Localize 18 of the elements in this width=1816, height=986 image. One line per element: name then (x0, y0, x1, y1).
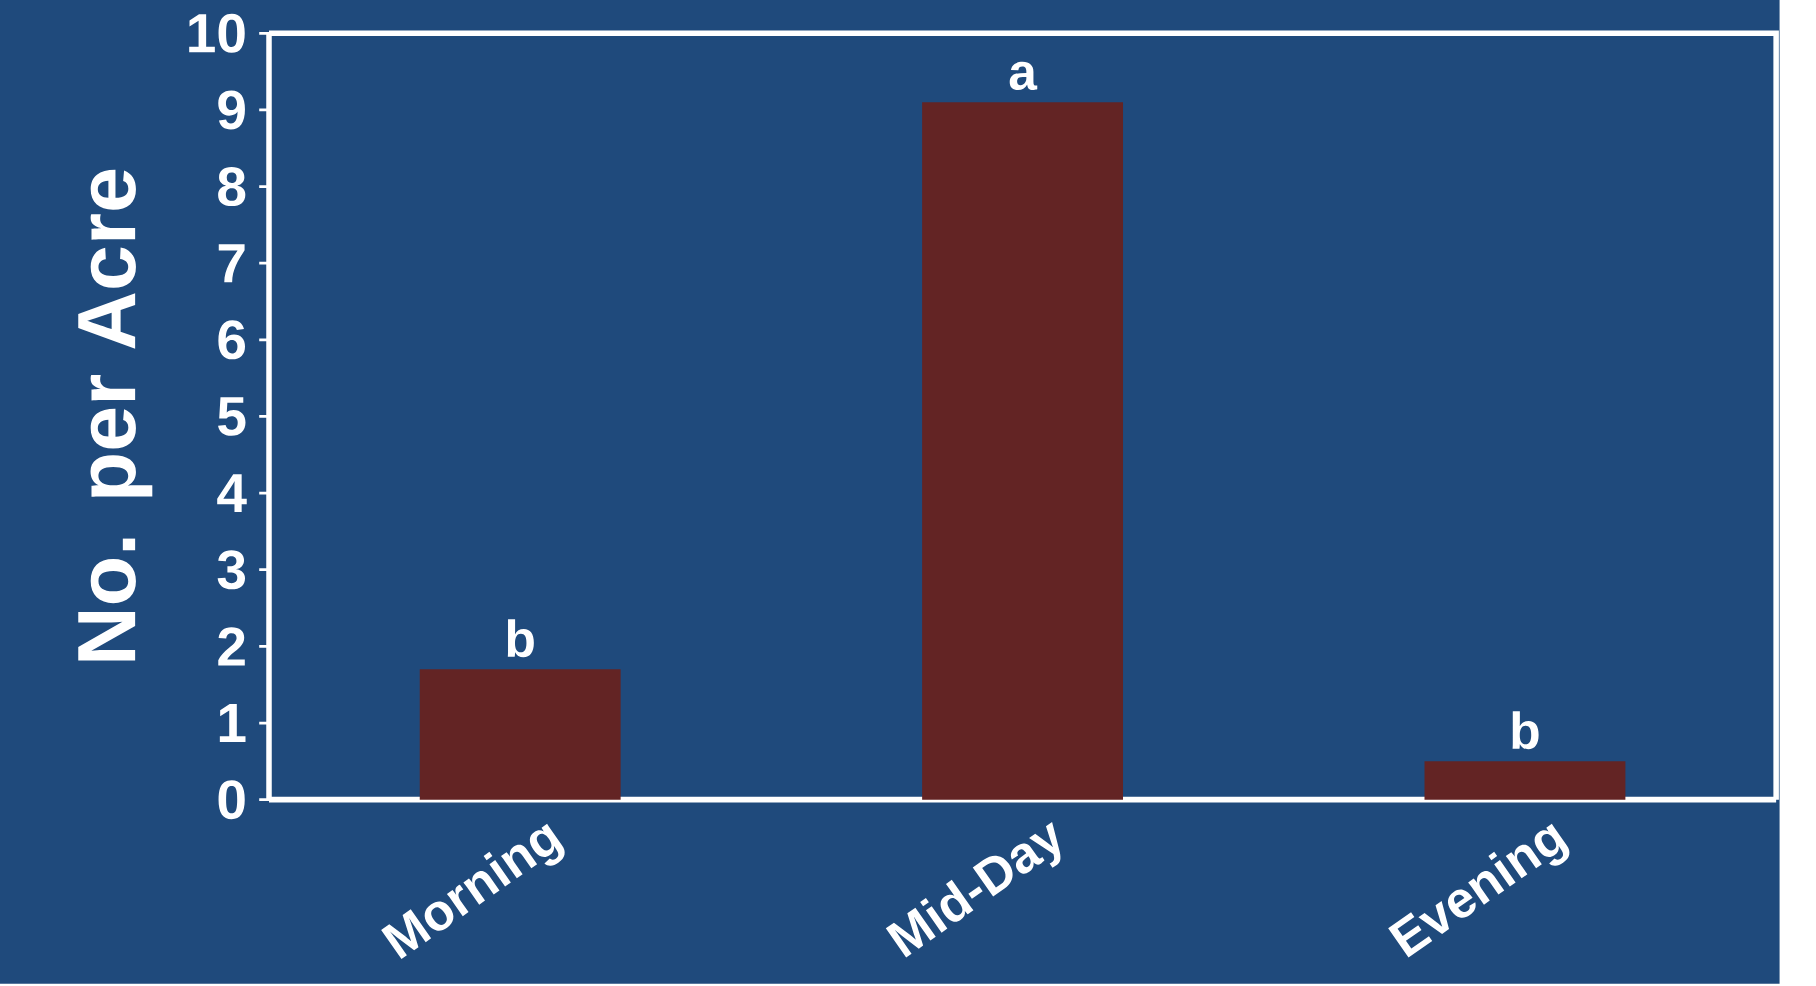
bar (922, 102, 1124, 800)
y-tick-label: 10 (189, 13, 245, 53)
y-tick-label: 7 (218, 244, 245, 283)
y-tick-label: 0 (218, 780, 245, 820)
y-tick-label: 4 (217, 474, 247, 513)
y-tick-label: 6 (218, 320, 246, 360)
y-tick-label: 5 (218, 397, 246, 436)
y-tick-label: 9 (218, 90, 245, 130)
y-tick-label: 3 (217, 550, 246, 590)
y-tick-label: 2 (218, 627, 245, 666)
y-axis-title: No. per Acre (78, 169, 153, 661)
bar (1424, 761, 1626, 800)
annotation: b (1512, 711, 1539, 750)
annotation: a (1009, 61, 1038, 91)
y-tick-label: 1 (219, 704, 246, 742)
bar (419, 669, 621, 800)
y-tick-label: 8 (218, 167, 246, 207)
annotation: b (507, 619, 534, 658)
